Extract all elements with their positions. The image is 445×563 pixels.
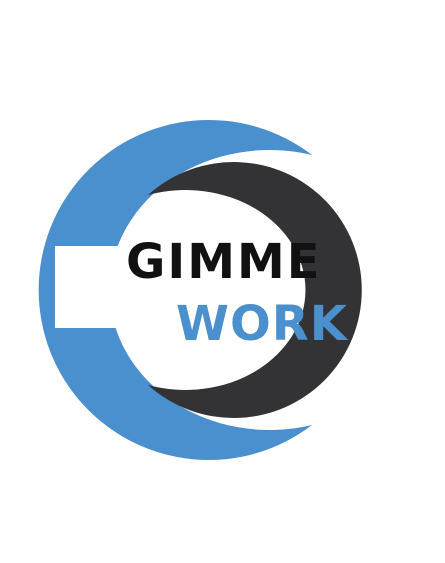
inner-dark-ring-arc [148, 161, 362, 418]
outer-blue-ring-arc [38, 119, 313, 460]
blue-ring-gap-top [55, 246, 125, 328]
logo-text-work: WORK [176, 296, 348, 352]
logo-text-gimme: GIMME [126, 234, 322, 290]
